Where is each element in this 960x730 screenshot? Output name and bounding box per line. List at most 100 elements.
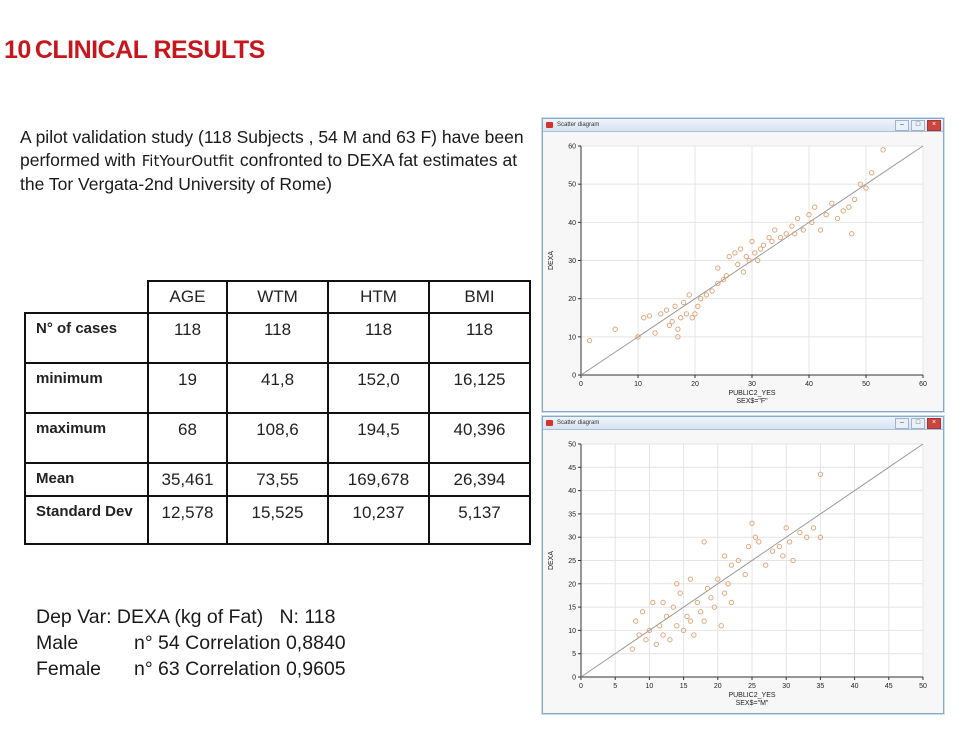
- scatter-point: [817, 471, 824, 477]
- table-cell: 118: [147, 312, 228, 364]
- scatter-point: [691, 632, 697, 638]
- scatter-point: [769, 548, 776, 554]
- tick-label-x: 30: [782, 683, 790, 690]
- scatter-point: [804, 534, 810, 540]
- tick-label-x: 0: [579, 683, 583, 690]
- scatter-point: [817, 534, 824, 540]
- scatter-point: [687, 618, 694, 624]
- scatter-point: [675, 326, 681, 332]
- scatter-point: [755, 257, 761, 264]
- scatter-point: [677, 590, 683, 596]
- y-axis-label: DEXA: [548, 551, 555, 570]
- stats-table: AGE WTM HTM BMI N° of cases 118 118 118 …: [24, 280, 531, 545]
- tick-label-y: 0: [572, 675, 576, 682]
- scatter-point: [663, 613, 670, 620]
- tick-label-y: 40: [568, 220, 576, 227]
- tick-label-x: 20: [714, 683, 722, 690]
- scatter-point: [689, 315, 695, 321]
- scatter-point: [695, 303, 701, 309]
- row-label: maximum: [24, 412, 149, 464]
- tick-label-y: 45: [568, 465, 576, 472]
- page-title: 10 CLINICAL RESULTS: [4, 36, 265, 65]
- window-title: Scatter diagram: [557, 420, 600, 426]
- row-label: N° of cases: [24, 312, 149, 364]
- scatter-point: [675, 334, 681, 340]
- scatter-point: [743, 254, 749, 260]
- scatter-point: [703, 292, 710, 298]
- scatter-point: [760, 242, 767, 248]
- tick-label-x: 40: [851, 683, 859, 690]
- scatter-point: [728, 562, 735, 568]
- scatter-point: [687, 576, 694, 582]
- scatter-point: [763, 562, 769, 568]
- scatter-point: [678, 315, 684, 321]
- scatter-point: [666, 322, 673, 329]
- table-cell: 15,525: [226, 495, 329, 545]
- maximize-button[interactable]: □: [911, 418, 925, 429]
- scatter-point: [683, 311, 690, 317]
- stats-row-maximum: maximum 68 108,6 194,5 40,396: [24, 412, 531, 464]
- scatter-point: [643, 637, 649, 643]
- tick-label-x: 0: [579, 381, 583, 388]
- scatter-window-female: Scatter diagram – □ × 0 10 20 30 40 50 60 0 10 20…: [542, 118, 944, 412]
- minimize-button[interactable]: –: [895, 418, 909, 429]
- fit-line: [580, 145, 924, 376]
- app-icon: [546, 122, 553, 128]
- scatter-point: [669, 318, 675, 325]
- stats-row-mean: Mean 35,461 73,55 169,678 26,394: [24, 462, 531, 497]
- scatter-point: [646, 627, 653, 634]
- scatter-point: [652, 330, 658, 336]
- minimize-button[interactable]: –: [895, 120, 909, 131]
- table-cell: 118: [327, 312, 430, 364]
- scatter-point: [783, 525, 789, 531]
- male-label: Male: [36, 632, 79, 654]
- tick-label-x: 10: [646, 683, 654, 690]
- scatter-point: [780, 553, 786, 559]
- tick-label-x: 20: [691, 381, 699, 388]
- tick-label-y: 35: [568, 511, 576, 518]
- window-titlebar[interactable]: Scatter diagram – □ ×: [543, 119, 943, 132]
- stats-header-row: AGE WTM HTM BMI: [25, 280, 531, 314]
- scatter-point: [641, 315, 647, 321]
- tick-label-x: 35: [817, 683, 825, 690]
- scatter-point: [657, 623, 663, 629]
- female-label: Female: [36, 658, 102, 680]
- x-axis-sublabel: SEX$="M": [736, 700, 769, 707]
- row-label: Mean: [24, 462, 149, 497]
- scatter-point: [726, 254, 732, 260]
- tick-label-y: 10: [568, 628, 576, 635]
- tick-label-y: 20: [568, 581, 576, 588]
- scatter-point: [694, 599, 700, 606]
- tick-label-x: 40: [805, 381, 813, 388]
- stats-row-cases: N° of cases 118 118 118 118: [24, 312, 531, 364]
- tick-label-x: 60: [919, 381, 927, 388]
- scatter-point: [674, 581, 680, 587]
- scatter-point: [635, 334, 641, 340]
- scatter-point: [667, 637, 673, 643]
- scatter-point: [749, 238, 755, 245]
- table-cell: 19: [147, 362, 228, 414]
- maximize-button[interactable]: □: [911, 120, 925, 131]
- table-cell: 41,8: [226, 362, 329, 414]
- tick-label-y: 60: [568, 144, 576, 151]
- table-cell: 108,6: [226, 412, 329, 464]
- tick-label-y: 20: [568, 296, 576, 303]
- intro-paragraph: A pilot validation study (118 Subjects ,…: [20, 126, 530, 196]
- scatter-point: [849, 231, 855, 237]
- male-stats: n° 54 Correlation 0,8840: [134, 632, 346, 654]
- window-titlebar[interactable]: Scatter diagram – □ ×: [543, 417, 943, 430]
- scatter-point: [725, 581, 731, 587]
- tick-label-y: 50: [568, 442, 576, 449]
- table-cell: 12,578: [147, 495, 228, 545]
- scatter-point: [769, 238, 775, 245]
- tick-label-x: 50: [919, 683, 927, 690]
- close-button[interactable]: ×: [927, 418, 941, 429]
- scatter-point: [792, 231, 798, 237]
- section-title: CLINICAL RESULTS: [34, 36, 265, 64]
- summary-line-male: Male n° 54 Correlation 0,8840: [36, 630, 346, 656]
- scatter-point: [794, 215, 801, 222]
- scatter-point: [704, 585, 711, 592]
- close-button[interactable]: ×: [927, 120, 941, 131]
- x-axis-sublabel: SEX$="F": [736, 398, 768, 405]
- tick-label-y: 25: [568, 558, 576, 565]
